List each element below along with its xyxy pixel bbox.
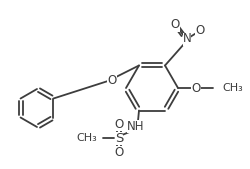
Text: CH₃: CH₃ [76,133,96,143]
Text: N: N [182,32,190,45]
Text: O: O [114,117,123,130]
Text: O: O [190,81,200,94]
Text: NH: NH [127,119,144,132]
Text: O: O [170,18,179,31]
Text: O: O [114,146,123,159]
Text: S: S [114,131,123,144]
Text: CH₃: CH₃ [221,83,242,93]
Text: O: O [107,74,116,87]
Text: O: O [194,23,204,37]
